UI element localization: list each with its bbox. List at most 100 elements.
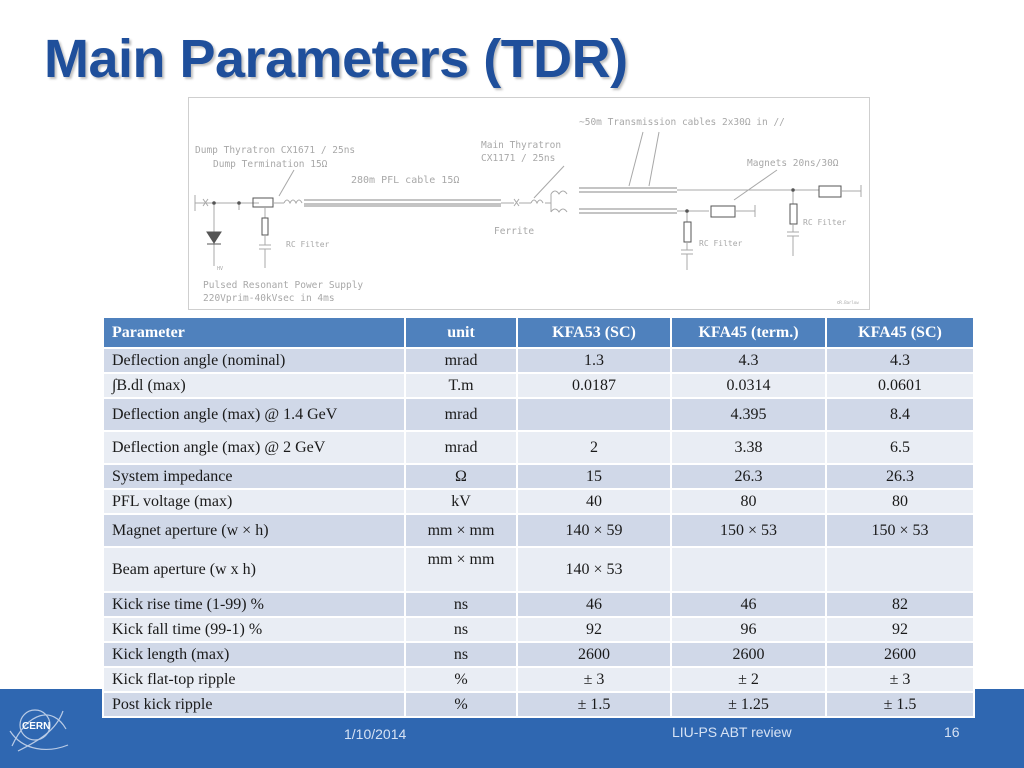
table-cell: 4.395 — [670, 397, 827, 432]
table-cell: 1.3 — [516, 347, 672, 374]
table-cell: % — [404, 691, 518, 718]
slide-title: Main Parameters (TDR) — [44, 29, 628, 89]
table-cell: ± 1.5 — [516, 691, 672, 718]
table-cell: ± 2 — [670, 666, 827, 693]
table-cell: ns — [404, 616, 518, 643]
table-row: Kick rise time (1-99) % ns 46 46 82 — [102, 591, 975, 618]
schematic-drawing: Dump Thyratron CX1671 / 25ns Dump Termin… — [194, 117, 862, 305]
table-cell: 26.3 — [825, 463, 975, 490]
table-cell: mrad — [404, 430, 518, 465]
table-cell: ± 3 — [516, 666, 672, 693]
table-cell: Ω — [404, 463, 518, 490]
table-cell: 0.0601 — [825, 372, 975, 399]
table-cell: 96 — [670, 616, 827, 643]
label-main-thyratron-line2: CX1171 / 25ns — [481, 153, 555, 164]
table-row: Deflection angle (nominal) mrad 1.3 4.3 … — [102, 347, 975, 374]
header-kfa45-term: KFA45 (term.) — [670, 316, 827, 349]
table-cell: 4.3 — [670, 347, 827, 374]
table-cell: 3.38 — [670, 430, 827, 465]
table-cell — [670, 546, 827, 593]
header-kfa53-sc: KFA53 (SC) — [516, 316, 672, 349]
header-unit: unit — [404, 316, 518, 349]
table-cell: 0.0314 — [670, 372, 827, 399]
table-cell: Kick length (max) — [102, 641, 406, 668]
table-cell: ns — [404, 591, 518, 618]
table-row: PFL voltage (max) kV 40 80 80 — [102, 488, 975, 515]
table-cell: Beam aperture (w x h) — [102, 546, 406, 593]
table-header-row: Parameter unit KFA53 (SC) KFA45 (term.) … — [102, 316, 975, 349]
table-cell: kV — [404, 488, 518, 515]
table-cell: 150 × 53 — [670, 513, 827, 548]
table-cell: T.m — [404, 372, 518, 399]
table-cell: Deflection angle (nominal) — [102, 347, 406, 374]
table-cell: ns — [404, 641, 518, 668]
table-cell: ± 1.5 — [825, 691, 975, 718]
footer-center-text: LIU-PS ABT review — [672, 724, 792, 740]
header-parameter: Parameter — [102, 316, 406, 349]
kicker-circuit-schematic: Dump Thyratron CX1671 / 25ns Dump Termin… — [188, 97, 870, 310]
table-cell: 140 × 59 — [516, 513, 672, 548]
label-rc-filter-1: RC Filter — [286, 240, 330, 249]
cern-logo: CERN — [8, 701, 70, 762]
table-cell: Kick fall time (99-1) % — [102, 616, 406, 643]
table-cell: Magnet aperture (w × h) — [102, 513, 406, 548]
table-cell: 80 — [825, 488, 975, 515]
table-cell: mrad — [404, 347, 518, 374]
table-cell: ± 3 — [825, 666, 975, 693]
table-cell: 8.4 — [825, 397, 975, 432]
table-cell: Kick rise time (1-99) % — [102, 591, 406, 618]
table-cell: 0.0187 — [516, 372, 672, 399]
table-cell: System impedance — [102, 463, 406, 490]
table-row: Kick flat-top ripple % ± 3 ± 2 ± 3 — [102, 666, 975, 693]
page-number: 16 — [944, 724, 960, 740]
table-row: ∫B.dl (max) T.m 0.0187 0.0314 0.0601 — [102, 372, 975, 399]
table-row: Deflection angle (max) @ 1.4 GeV mrad 4.… — [102, 397, 975, 432]
table-cell: 92 — [516, 616, 672, 643]
table-cell: mm × mm — [404, 546, 518, 593]
label-main-thyratron-line1: Main Thyratron — [481, 140, 561, 151]
table-cell: 2 — [516, 430, 672, 465]
label-pfl-cable: 280m PFL cable 15Ω — [351, 175, 459, 186]
table-cell: Kick flat-top ripple — [102, 666, 406, 693]
table-cell: 4.3 — [825, 347, 975, 374]
table-cell: 46 — [670, 591, 827, 618]
table-cell: 15 — [516, 463, 672, 490]
footer-date: 1/10/2014 — [344, 726, 407, 742]
label-dump-termination: Dump Termination 15Ω — [213, 159, 328, 170]
header-kfa45-sc: KFA45 (SC) — [825, 316, 975, 349]
table-cell: % — [404, 666, 518, 693]
label-transmission-cables: ~50m Transmission cables 2x30Ω in // — [579, 117, 785, 128]
table-cell: 80 — [670, 488, 827, 515]
table-cell — [825, 546, 975, 593]
table-cell: 40 — [516, 488, 672, 515]
label-magnets: Magnets 20ns/30Ω — [747, 158, 839, 169]
table-cell: 82 — [825, 591, 975, 618]
table-cell: Deflection angle (max) @ 1.4 GeV — [102, 397, 406, 432]
table-row: Beam aperture (w x h) mm × mm 140 × 53 — [102, 546, 975, 593]
table-cell: 140 × 53 — [516, 546, 672, 593]
table-cell — [516, 397, 672, 432]
label-ferrite: Ferrite — [494, 226, 534, 237]
table-cell: 92 — [825, 616, 975, 643]
table-cell: mm × mm — [404, 513, 518, 548]
table-cell: 2600 — [825, 641, 975, 668]
table-cell: mrad — [404, 397, 518, 432]
table-cell: PFL voltage (max) — [102, 488, 406, 515]
table-row: Kick fall time (99-1) % ns 92 96 92 — [102, 616, 975, 643]
table-cell: 150 × 53 — [825, 513, 975, 548]
table-row: Deflection angle (max) @ 2 GeV mrad 2 3.… — [102, 430, 975, 465]
table-cell: 46 — [516, 591, 672, 618]
table-row: Magnet aperture (w × h) mm × mm 140 × 59… — [102, 513, 975, 548]
table-cell: ± 1.25 — [670, 691, 827, 718]
table-cell: Post kick ripple — [102, 691, 406, 718]
table-row: Kick length (max) ns 2600 2600 2600 — [102, 641, 975, 668]
table-cell: ∫B.dl (max) — [102, 372, 406, 399]
label-rc-filter-3: RC Filter — [803, 218, 847, 227]
cern-logo-text: CERN — [22, 721, 50, 732]
label-rc-filter-2: RC Filter — [699, 239, 743, 248]
table-cell: 6.5 — [825, 430, 975, 465]
label-dump-thyratron: Dump Thyratron CX1671 / 25ns — [195, 145, 355, 156]
label-power-supply-line1: Pulsed Resonant Power Supply — [203, 280, 363, 291]
table-cell: 26.3 — [670, 463, 827, 490]
label-credit: ©R.Barlow — [837, 300, 859, 305]
